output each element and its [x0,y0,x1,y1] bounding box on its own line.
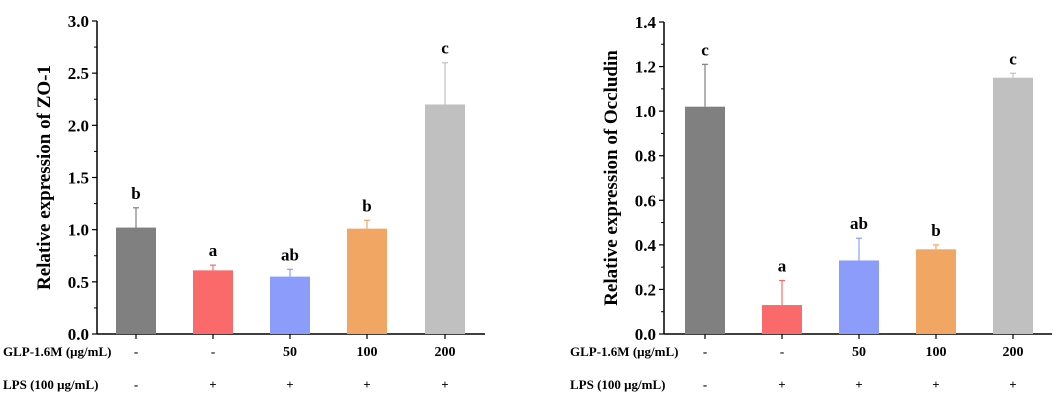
y-axis-title: Relative expression of ZO-1 [34,65,55,290]
significance-label: b [131,184,140,203]
treatment-cell: + [932,377,939,392]
bar [347,228,387,334]
treatment-cell: + [363,377,370,392]
treatment-row-label: LPS (100 μg/mL) [3,377,98,392]
y-tick-label: 1.0 [635,102,656,121]
treatment-cell: 50 [852,345,866,360]
y-tick-label: 0.2 [635,280,656,299]
bar [270,276,310,334]
y-tick-label: 0.8 [635,147,656,166]
treatment-cell: - [703,377,707,392]
treatment-cell: + [441,377,448,392]
treatment-row-label: GLP-1.6M (μg/mL) [570,344,678,359]
treatment-cell: 100 [926,345,947,360]
significance-label: ab [281,245,299,264]
treatment-cell: - [134,344,138,359]
significance-label: a [209,241,218,260]
significance-label: ab [850,214,868,233]
significance-label: b [931,221,940,240]
treatment-cell: + [855,377,862,392]
treatment-cell: - [211,344,215,359]
treatment-cell: + [209,377,216,392]
treatment-cell: - [703,344,707,359]
significance-label: a [778,257,787,276]
treatment-row-label: GLP-1.6M (μg/mL) [3,344,111,359]
significance-label: b [362,196,371,215]
y-tick-label: 0.6 [635,191,656,210]
bar [839,260,879,334]
bar [993,77,1033,334]
y-tick-label: 3.0 [68,12,89,31]
y-axis-title: Relative expression of Occludin [601,50,622,306]
treatment-cell: 50 [283,345,297,360]
bar [116,227,156,334]
treatment-cell: + [286,377,293,392]
y-tick-label: 0.5 [68,273,89,292]
y-tick-label: 2.0 [68,116,89,135]
treatment-cell: + [778,377,785,392]
bar [193,270,233,334]
treatment-cell: 100 [357,345,378,360]
bar [916,249,956,334]
significance-label: c [701,40,709,59]
significance-label: c [1009,49,1017,68]
occludin-chart: 0.0 0.2 0.4 0.6 0.8 1.0 1.2 1.4 Relative express… [570,13,1052,392]
bar [685,106,725,334]
y-tick-label: 1.4 [635,13,657,32]
treatment-cell: 200 [435,345,456,360]
y-tick-label: 0.0 [68,325,89,344]
significance-label: c [441,39,449,58]
treatment-cell: 200 [1003,345,1024,360]
y-tick-label: 2.5 [68,64,89,83]
zo1-chart: 0.0 0.5 1.0 1.5 2.0 2.5 3.0 Relative expression… [3,12,485,392]
y-tick-label: 1.0 [68,221,89,240]
y-tick-label: 1.5 [68,169,89,188]
treatment-cell: - [780,344,784,359]
treatment-row-label: LPS (100 μg/mL) [570,377,665,392]
treatment-cell: - [134,377,138,392]
y-tick-label: 0.4 [635,236,657,255]
treatment-cell: + [1009,377,1016,392]
y-tick-label: 1.2 [635,58,656,77]
y-tick-label: 0.0 [635,325,656,344]
bar [425,104,465,334]
bar [762,305,802,334]
